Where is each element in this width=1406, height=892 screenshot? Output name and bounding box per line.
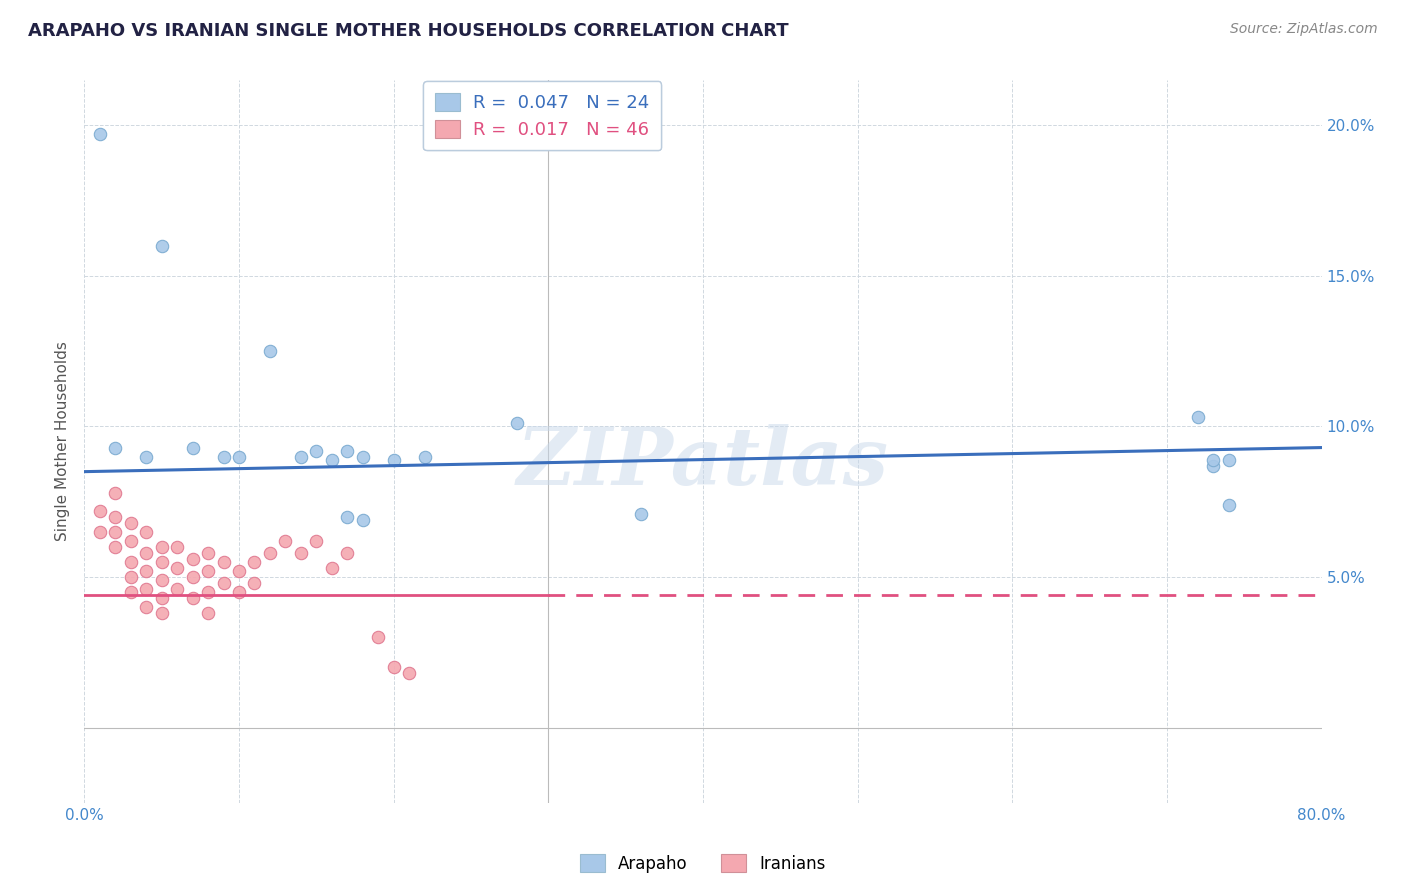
- Point: [135, 582, 157, 596]
- Point: [181, 552, 204, 566]
- Point: [197, 585, 219, 599]
- Point: [305, 533, 328, 548]
- Point: [120, 570, 142, 584]
- Point: [321, 561, 343, 575]
- Point: [181, 570, 204, 584]
- Text: Source: ZipAtlas.com: Source: ZipAtlas.com: [1230, 22, 1378, 37]
- Point: [181, 591, 204, 606]
- Text: ZIPatlas: ZIPatlas: [517, 425, 889, 502]
- Point: [150, 540, 173, 554]
- Point: [120, 533, 142, 548]
- Point: [290, 546, 312, 560]
- Point: [305, 443, 328, 458]
- Point: [135, 524, 157, 539]
- Point: [150, 606, 173, 620]
- Point: [274, 533, 297, 548]
- Point: [166, 540, 188, 554]
- Point: [1202, 452, 1225, 467]
- Point: [382, 452, 405, 467]
- Point: [336, 546, 359, 560]
- Point: [181, 441, 204, 455]
- Point: [197, 564, 219, 578]
- Point: [336, 443, 359, 458]
- Point: [120, 555, 142, 569]
- Point: [197, 606, 219, 620]
- Point: [382, 660, 405, 674]
- Point: [336, 509, 359, 524]
- Point: [197, 546, 219, 560]
- Point: [150, 573, 173, 587]
- Point: [243, 576, 266, 591]
- Point: [228, 450, 250, 464]
- Point: [135, 546, 157, 560]
- Point: [228, 585, 250, 599]
- Point: [150, 555, 173, 569]
- Point: [413, 450, 436, 464]
- Point: [1202, 458, 1225, 473]
- Point: [135, 564, 157, 578]
- Point: [506, 417, 529, 431]
- Y-axis label: Single Mother Households: Single Mother Households: [55, 342, 70, 541]
- Point: [89, 524, 111, 539]
- Point: [135, 450, 157, 464]
- Point: [1187, 410, 1209, 425]
- Point: [104, 540, 127, 554]
- Point: [89, 128, 111, 142]
- Point: [212, 555, 235, 569]
- Point: [120, 516, 142, 530]
- Point: [89, 504, 111, 518]
- Point: [104, 485, 127, 500]
- Point: [120, 585, 142, 599]
- Point: [166, 582, 188, 596]
- Point: [367, 630, 389, 644]
- Point: [352, 513, 374, 527]
- Text: ARAPAHO VS IRANIAN SINGLE MOTHER HOUSEHOLDS CORRELATION CHART: ARAPAHO VS IRANIAN SINGLE MOTHER HOUSEHO…: [28, 22, 789, 40]
- Point: [150, 591, 173, 606]
- Point: [104, 524, 127, 539]
- Point: [1218, 498, 1240, 512]
- Legend: Arapaho, Iranians: Arapaho, Iranians: [574, 847, 832, 880]
- Point: [259, 344, 281, 359]
- Point: [1218, 452, 1240, 467]
- Point: [104, 509, 127, 524]
- Point: [166, 561, 188, 575]
- Point: [630, 507, 652, 521]
- Point: [352, 450, 374, 464]
- Point: [259, 546, 281, 560]
- Point: [150, 239, 173, 253]
- Point: [398, 666, 420, 681]
- Point: [135, 600, 157, 615]
- Point: [243, 555, 266, 569]
- Point: [228, 564, 250, 578]
- Point: [290, 450, 312, 464]
- Point: [321, 452, 343, 467]
- Legend: R =  0.047   N = 24, R =  0.017   N = 46: R = 0.047 N = 24, R = 0.017 N = 46: [423, 81, 661, 151]
- Point: [104, 441, 127, 455]
- Point: [212, 576, 235, 591]
- Point: [212, 450, 235, 464]
